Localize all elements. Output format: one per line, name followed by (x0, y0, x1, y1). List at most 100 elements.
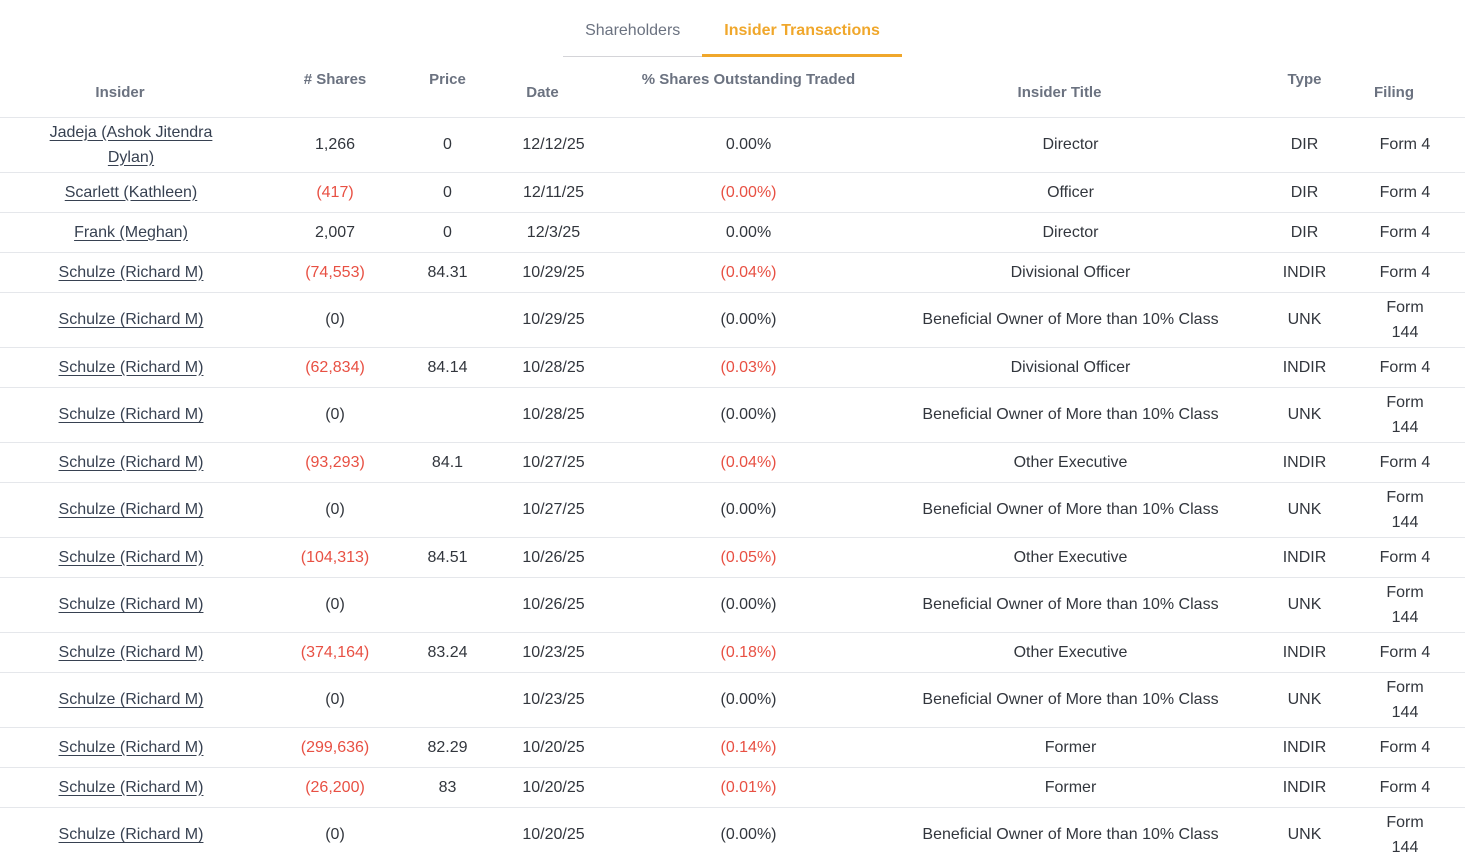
insider-title-cell: Beneficial Owner of More than 10% Class (877, 576, 1264, 632)
date-cell: 10/26/25 (487, 576, 620, 632)
insider-link[interactable]: Schulze (Richard M) (58, 501, 204, 518)
table-row: Frank (Meghan) 2,007 0 12/3/25 0.00% Dir… (0, 211, 1465, 252)
date-cell: 10/29/25 (487, 291, 620, 347)
price-cell (408, 671, 487, 727)
insider-title-cell: Divisional Officer (877, 346, 1264, 387)
insider-transactions-table: Insider # Shares Price Date % Shares Out… (0, 57, 1465, 862)
type-cell: UNK (1264, 671, 1345, 727)
pct-outstanding-cell: (0.01%) (620, 766, 877, 807)
price-cell: 83.24 (408, 631, 487, 672)
insider-cell: Schulze (Richard M) (0, 576, 262, 632)
type-cell: UNK (1264, 386, 1345, 442)
insider-link[interactable]: Schulze (Richard M) (58, 453, 204, 471)
table-row: Schulze (Richard M) (93,293) 84.1 10/27/… (0, 441, 1465, 482)
date-cell: 10/23/25 (487, 631, 620, 672)
type-cell: UNK (1264, 481, 1345, 537)
table-row: Schulze (Richard M) (62,834) 84.14 10/28… (0, 346, 1465, 387)
table-row: Schulze (Richard M) (0) 10/29/25 (0.00%)… (0, 291, 1465, 347)
type-cell: DIR (1264, 211, 1345, 252)
tab-shareholders[interactable]: Shareholders (563, 0, 703, 57)
insider-link[interactable]: Schulze (Richard M) (58, 596, 204, 613)
date-cell: 10/27/25 (487, 481, 620, 537)
date-cell: 10/23/25 (487, 671, 620, 727)
shares-cell: (0) (262, 806, 408, 862)
insider-title-cell: Other Executive (877, 536, 1264, 577)
table-row: Schulze (Richard M) (0) 10/26/25 (0.00%)… (0, 576, 1465, 632)
insider-link[interactable]: Schulze (Richard M) (58, 738, 204, 756)
shares-cell: (93,293) (262, 441, 408, 482)
filing-cell: Form 4 (1345, 211, 1465, 252)
type-cell: INDIR (1264, 631, 1345, 672)
insider-link[interactable]: Frank (Meghan) (74, 223, 188, 241)
insider-cell: Schulze (Richard M) (0, 481, 262, 537)
pct-outstanding-cell: (0.00%) (620, 671, 877, 727)
pct-outstanding-cell: (0.04%) (620, 251, 877, 292)
price-cell (408, 576, 487, 632)
insider-cell: Scarlett (Kathleen) (0, 171, 262, 212)
column-header-pct-outstanding: % Shares Outstanding Traded (641, 71, 856, 89)
insider-link[interactable]: Schulze (Richard M) (58, 778, 204, 796)
insider-title-cell: Officer (877, 171, 1264, 212)
pct-outstanding-cell: 0.00% (620, 116, 877, 172)
price-cell: 84.1 (408, 441, 487, 482)
pct-outstanding-cell: (0.00%) (620, 481, 877, 537)
insider-cell: Schulze (Richard M) (0, 631, 262, 672)
insider-cell: Schulze (Richard M) (0, 291, 262, 347)
column-header-date: Date (526, 84, 559, 102)
insider-cell: Schulze (Richard M) (0, 671, 262, 727)
type-cell: INDIR (1264, 441, 1345, 482)
insider-link[interactable]: Schulze (Richard M) (58, 548, 204, 566)
table-row: Scarlett (Kathleen) (417) 0 12/11/25 (0.… (0, 171, 1465, 212)
filing-cell: Form 144 (1345, 806, 1465, 862)
column-header-type: Type (1287, 71, 1322, 89)
type-cell: INDIR (1264, 346, 1345, 387)
insider-link[interactable]: Jadeja (Ashok Jitendra Dylan) (49, 123, 213, 166)
insider-title-cell: Former (877, 766, 1264, 807)
pct-outstanding-cell: (0.00%) (620, 386, 877, 442)
table-row: Schulze (Richard M) (0) 10/20/25 (0.00%)… (0, 806, 1465, 862)
insider-title-cell: Beneficial Owner of More than 10% Class (877, 386, 1264, 442)
date-cell: 10/20/25 (487, 766, 620, 807)
date-cell: 10/20/25 (487, 806, 620, 862)
shares-cell: (0) (262, 291, 408, 347)
filing-cell: Form 4 (1345, 171, 1465, 212)
insider-title-cell: Former (877, 726, 1264, 767)
insider-link[interactable]: Scarlett (Kathleen) (64, 183, 198, 201)
pct-outstanding-cell: (0.03%) (620, 346, 877, 387)
date-cell: 10/29/25 (487, 251, 620, 292)
insider-link[interactable]: Schulze (Richard M) (58, 691, 204, 708)
insider-cell: Frank (Meghan) (0, 211, 262, 252)
date-cell: 10/28/25 (487, 346, 620, 387)
column-header-insider-title: Insider Title (1017, 84, 1102, 102)
insider-link[interactable]: Schulze (Richard M) (58, 406, 204, 423)
insider-link[interactable]: Schulze (Richard M) (58, 643, 204, 661)
pct-outstanding-cell: (0.18%) (620, 631, 877, 672)
table-row: Schulze (Richard M) (374,164) 83.24 10/2… (0, 631, 1465, 672)
shares-cell: (0) (262, 481, 408, 537)
insider-title-cell: Director (877, 116, 1264, 172)
insider-table-body: Jadeja (Ashok Jitendra Dylan) 1,266 0 12… (0, 116, 1465, 862)
insider-link[interactable]: Schulze (Richard M) (58, 358, 204, 376)
price-cell: 84.51 (408, 536, 487, 577)
filing-cell: Form 4 (1345, 726, 1465, 767)
type-cell: UNK (1264, 576, 1345, 632)
column-header-price: Price (429, 71, 466, 89)
insider-link[interactable]: Schulze (Richard M) (58, 311, 204, 328)
type-cell: INDIR (1264, 536, 1345, 577)
pct-outstanding-cell: (0.00%) (620, 291, 877, 347)
insider-link[interactable]: Schulze (Richard M) (58, 263, 204, 281)
insider-cell: Schulze (Richard M) (0, 346, 262, 387)
tab-insider-transactions[interactable]: Insider Transactions (702, 0, 902, 57)
shares-cell: (0) (262, 576, 408, 632)
filing-cell: Form 4 (1345, 536, 1465, 577)
table-row: Jadeja (Ashok Jitendra Dylan) 1,266 0 12… (0, 116, 1465, 172)
type-cell: DIR (1264, 171, 1345, 212)
insider-link[interactable]: Schulze (Richard M) (58, 826, 204, 843)
insider-cell: Jadeja (Ashok Jitendra Dylan) (0, 116, 262, 172)
pct-outstanding-cell: (0.14%) (620, 726, 877, 767)
type-cell: INDIR (1264, 726, 1345, 767)
pct-outstanding-cell: 0.00% (620, 211, 877, 252)
insider-cell: Schulze (Richard M) (0, 441, 262, 482)
insider-title-cell: Beneficial Owner of More than 10% Class (877, 671, 1264, 727)
shares-cell: (62,834) (262, 346, 408, 387)
